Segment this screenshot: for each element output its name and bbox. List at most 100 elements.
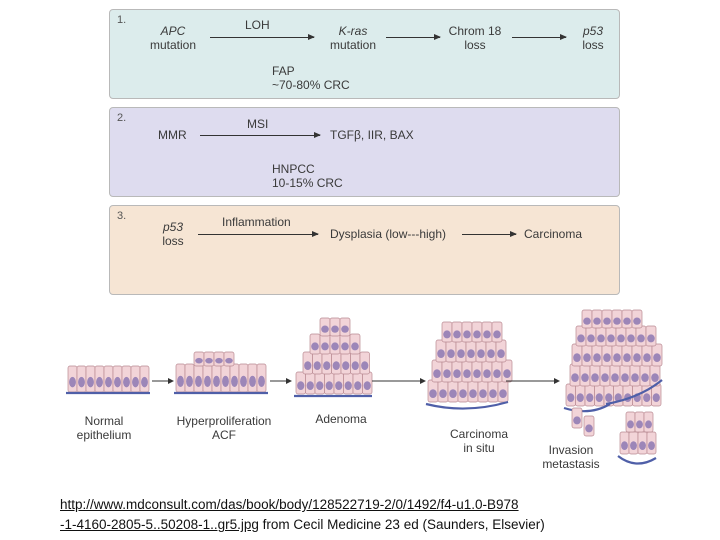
epithelial-cell [112, 365, 123, 393]
basement-membrane [617, 455, 657, 465]
epithelial-cell [441, 359, 453, 383]
epithelial-cell [594, 383, 605, 407]
stage-label-line1: Carcinoma [449, 427, 509, 441]
arrow-label-loh: LOH [245, 18, 270, 32]
epithelial-cell [497, 379, 509, 403]
epithelial-cell [628, 431, 639, 455]
step-carcinoma: Carcinoma [524, 227, 583, 241]
epithelial-cell [193, 351, 205, 367]
epithelial-cell [471, 359, 483, 383]
epithelial-cell [491, 359, 503, 383]
stage-label-line2: in situ [463, 441, 495, 455]
epithelial-cell [589, 363, 601, 387]
pathway-panel-2: 2. MMR MSI TGFβ, IIR, BAX HNPCC 10-15% C… [109, 107, 620, 197]
arrow-label-inflammation: Inflammation [222, 215, 291, 229]
epithelial-cell [605, 325, 617, 347]
epithelial-cell [581, 309, 593, 329]
epithelial-cell [579, 363, 591, 387]
epithelial-cell [437, 379, 449, 403]
arrow [198, 231, 319, 237]
epithelial-cell [481, 359, 493, 383]
step-label-top: K-ras [338, 24, 368, 38]
epithelial-cell [441, 321, 453, 343]
arrow [386, 34, 441, 40]
epithelial-cell [76, 365, 87, 393]
epithelial-cell [467, 379, 479, 403]
arrow [200, 132, 321, 138]
step-label-top: p53 [582, 24, 604, 38]
epithelial-cell [622, 383, 633, 407]
epithelial-cell [319, 333, 331, 355]
stage-label-line1: Hyperproliferation [176, 414, 272, 428]
epithelial-cell [481, 321, 493, 343]
epithelial-cell [465, 339, 477, 363]
epithelial-cell [575, 383, 586, 407]
epithelial-cell [611, 309, 623, 329]
arrow [462, 231, 517, 237]
syndrome-name: FAP [272, 64, 295, 78]
epithelial-cell [575, 325, 587, 347]
epithelial-cell [639, 363, 651, 387]
epithelial-cell [445, 339, 457, 363]
epithelial-cell [571, 343, 583, 367]
step-label-top: APC [160, 24, 186, 38]
basement-membrane [605, 379, 663, 406]
epithelial-cell [340, 351, 351, 375]
step-chrom18: Chrom 18 loss [440, 24, 510, 52]
pathway-panel-3: 3. p53 loss Inflammation Dysplasia (low-… [109, 205, 620, 295]
epithelial-cell [314, 371, 325, 395]
epithelial-cell [352, 371, 363, 395]
epithelial-cell [591, 309, 603, 329]
epithelial-cell [238, 363, 249, 393]
citation-source: from Cecil Medicine 23 ed (Saunders, Els… [258, 517, 545, 532]
epithelial-cell [431, 359, 443, 383]
epithelial-cell [634, 411, 645, 433]
arrow [270, 378, 292, 384]
citation-link[interactable]: http://www.mdconsult.com/das/book/body/1… [60, 497, 519, 532]
epithelial-cell [331, 351, 342, 375]
epithelial-cell [621, 309, 633, 329]
citation: http://www.mdconsult.com/das/book/body/1… [60, 495, 545, 535]
epithelial-cell [585, 325, 597, 347]
syndrome-fap: FAP ~70-80% CRC [272, 64, 350, 92]
step-label-bottom: loss [464, 38, 486, 52]
epithelial-cell [103, 365, 114, 393]
step-mmr: MMR [158, 128, 187, 142]
progression-illustration [66, 309, 663, 465]
epithelial-cell [94, 365, 105, 393]
epithelial-cell [223, 351, 235, 367]
epithelial-cell [339, 333, 351, 355]
epithelial-cell [487, 379, 499, 403]
epithelial-cell [451, 321, 463, 343]
epithelial-cell [583, 415, 595, 437]
epithelial-cell [461, 321, 473, 343]
epithelial-cell [643, 411, 654, 433]
epithelial-cell [362, 371, 373, 395]
epithelial-cell [584, 383, 595, 407]
epithelial-cell [229, 363, 240, 393]
epithelial-cell [461, 359, 473, 383]
arrow [210, 34, 315, 40]
epithelial-cell [635, 325, 647, 347]
epithelial-cell [595, 325, 607, 347]
step-p53-loss: p53 loss [156, 220, 190, 248]
arrow [372, 378, 426, 384]
arrow-label-msi: MSI [247, 117, 269, 131]
syndrome-hnpcc: HNPCC 10-15% CRC [272, 162, 343, 190]
epithelial-cell [203, 351, 215, 367]
step-label-top: p53 [162, 220, 184, 234]
epithelial-cell [324, 371, 335, 395]
epithelial-cell [501, 359, 513, 383]
stage-label-line1: Normal [84, 414, 124, 428]
epithelial-cell [329, 317, 341, 337]
epithelial-cell [329, 333, 341, 355]
epithelial-cell [350, 351, 361, 375]
epithelial-cell [615, 325, 627, 347]
epithelial-cell [619, 431, 630, 455]
stage-label-line1: Adenoma [315, 412, 367, 426]
step-label-bottom: mutation [149, 38, 197, 52]
epithelial-cell [495, 339, 507, 363]
panel-number: 3. [117, 210, 127, 222]
basement-membrane [425, 400, 509, 410]
stage-label-invasion: Invasion metastasis [534, 443, 608, 471]
